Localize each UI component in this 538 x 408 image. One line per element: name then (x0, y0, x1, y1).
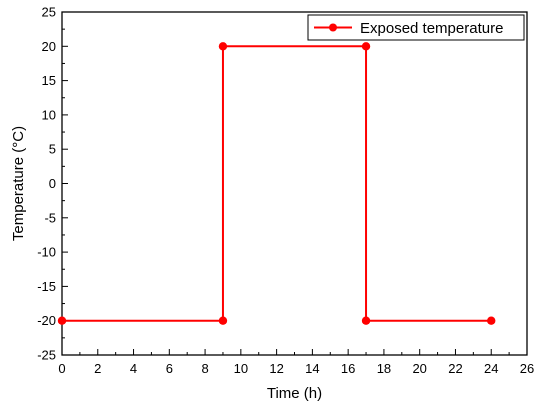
y-tick-label: -10 (37, 245, 56, 260)
data-point (361, 42, 371, 51)
data-point (361, 316, 371, 325)
y-axis-label: Temperature (°C) (10, 126, 27, 241)
y-tick-label: -20 (37, 313, 56, 328)
x-tick-label: 4 (130, 361, 137, 376)
y-tick-label: -5 (44, 210, 56, 225)
series-layer (57, 42, 496, 325)
data-point (218, 42, 228, 51)
axis-ticks: 0 2 4 6 8 10 12 14 16 18 20 22 24 26-25-20-15-10-5051… (37, 5, 534, 377)
y-tick-label: -25 (37, 348, 56, 363)
axis-labels: Time (h) Temperature (°C) (10, 126, 322, 402)
plot-frame (61, 11, 528, 356)
data-point (57, 316, 67, 325)
axes (61, 11, 528, 356)
x-tick-label: 16 (341, 361, 355, 376)
x-tick-label: 22 (448, 361, 462, 376)
data-point (218, 316, 228, 325)
x-tick-label: 14 (305, 361, 319, 376)
legend-marker (329, 23, 337, 32)
series-line (62, 45, 492, 322)
y-tick-label: -15 (37, 279, 56, 294)
x-tick-label: 10 (234, 361, 248, 376)
data-point (487, 316, 496, 325)
x-tick-label: 12 (269, 361, 283, 376)
y-tick-label: 25 (42, 5, 56, 20)
x-tick-label: 6 (166, 361, 173, 376)
y-tick-label: 20 (42, 39, 56, 54)
x-tick-label: 0 (58, 361, 65, 376)
x-tick-label: 18 (377, 361, 391, 376)
x-tick-label: 20 (412, 361, 426, 376)
y-tick-label: 15 (42, 73, 56, 88)
y-tick-label: 0 (49, 176, 56, 191)
y-tick-label: 5 (49, 142, 56, 157)
x-tick-label: 2 (94, 361, 101, 376)
x-tick-label: 26 (520, 361, 534, 376)
x-axis-label: Time (h) (267, 385, 322, 402)
legend: Exposed temperature (307, 14, 525, 41)
x-tick-label: 24 (484, 361, 498, 376)
x-tick-label: 8 (201, 361, 208, 376)
legend-label: Exposed temperature (360, 20, 503, 37)
y-tick-label: 10 (42, 107, 56, 122)
